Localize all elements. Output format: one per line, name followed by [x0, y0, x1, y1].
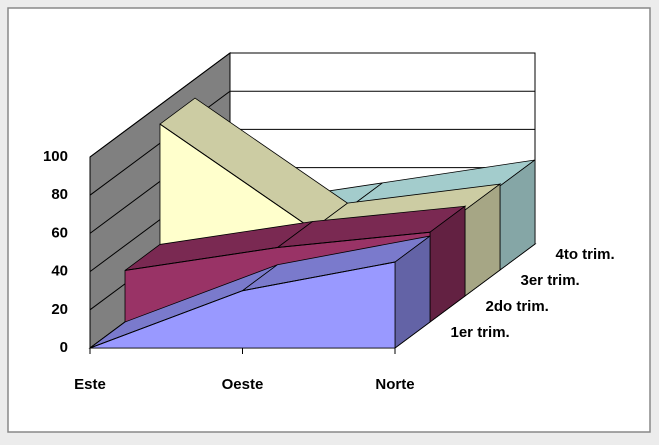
y-tick-label: 20: [51, 301, 68, 318]
grid-line: [89, 90, 535, 196]
x-tick-label: Este: [74, 376, 106, 393]
y-tick-label: 0: [60, 339, 68, 356]
grid-line: [89, 52, 535, 158]
depth-axis-label: 2do trim.: [486, 298, 549, 315]
area-edge: [89, 261, 396, 349]
y-tick-label: 100: [43, 148, 68, 165]
y-tick-label: 60: [51, 224, 68, 241]
area-edge: [124, 231, 431, 271]
x-tick-label: Norte: [375, 376, 414, 393]
depth-axis-label: 3er trim.: [521, 272, 580, 289]
y-tick-label: 40: [51, 263, 68, 280]
x-tick-label: Oeste: [222, 376, 264, 393]
depth-axis-label: 1er trim.: [451, 324, 510, 341]
depth-axis-label: 4to trim.: [556, 246, 615, 263]
y-tick-label: 80: [51, 186, 68, 203]
